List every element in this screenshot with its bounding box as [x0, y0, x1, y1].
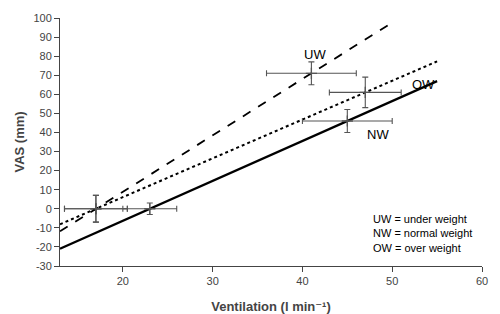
svg-text:10: 10 [40, 184, 52, 196]
svg-text:80: 80 [40, 50, 52, 62]
svg-text:100: 100 [33, 12, 51, 24]
svg-text:90: 90 [40, 31, 52, 43]
svg-text:UW: UW [304, 47, 326, 62]
svg-text:50: 50 [40, 107, 52, 119]
svg-text:30: 30 [40, 145, 52, 157]
svg-text:60: 60 [476, 275, 488, 287]
svg-text:0: 0 [46, 203, 52, 215]
svg-text:40: 40 [296, 275, 308, 287]
svg-text:NW: NW [367, 127, 389, 142]
svg-text:70: 70 [40, 69, 52, 81]
svg-text:OW: OW [412, 77, 435, 92]
svg-text:60: 60 [40, 88, 52, 100]
svg-text:-30: -30 [36, 260, 52, 272]
svg-text:30: 30 [207, 275, 219, 287]
svg-text:VAS (mm): VAS (mm) [12, 111, 27, 172]
svg-text:-10: -10 [36, 222, 52, 234]
svg-text:UW = under weightNW = normal w: UW = under weightNW = normal weightOW = … [373, 213, 472, 254]
svg-text:-20: -20 [36, 241, 52, 253]
svg-text:20: 20 [40, 164, 52, 176]
svg-text:20: 20 [117, 275, 129, 287]
svg-text:40: 40 [40, 126, 52, 138]
svg-text:Ventilation (l min⁻¹): Ventilation (l min⁻¹) [211, 299, 331, 314]
svg-text:50: 50 [386, 275, 398, 287]
